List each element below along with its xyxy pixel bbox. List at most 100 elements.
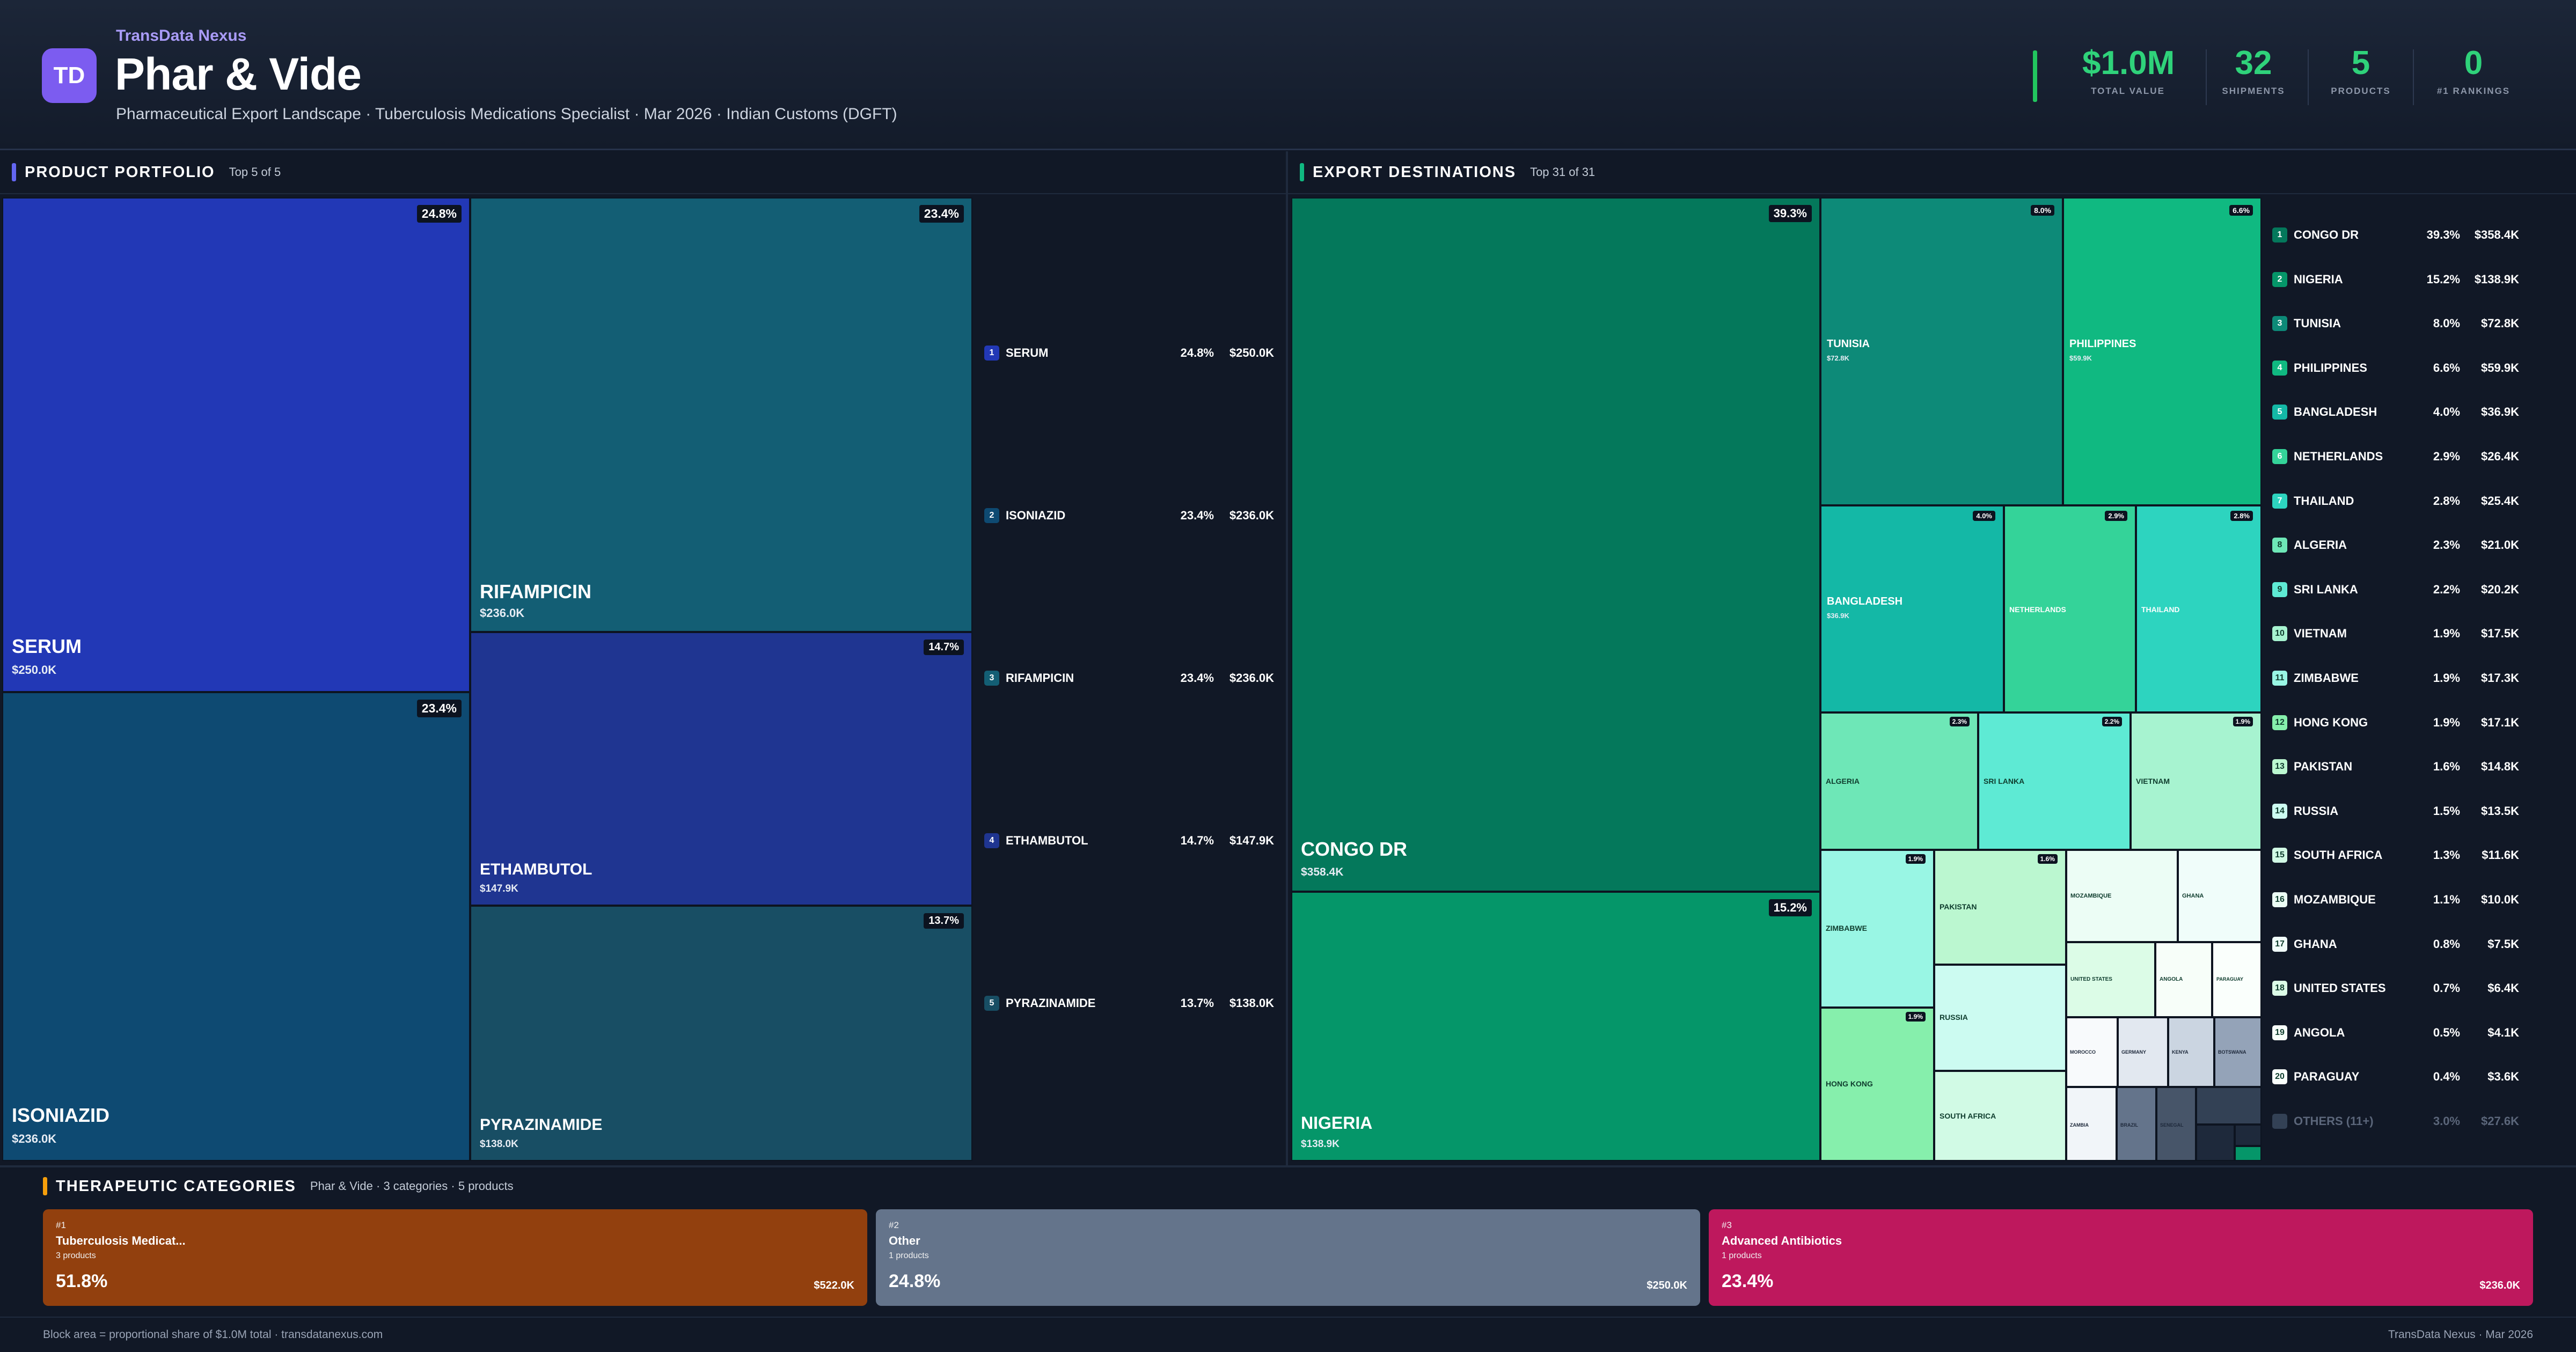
treemap-tile-mozambique[interactable]: MOZAMBIQUE [2066, 850, 2178, 942]
page-subtitle: Pharmaceutical Export Landscape · Tuberc… [116, 105, 897, 123]
tile-name: SERUM [12, 635, 82, 657]
legend-rank: 13 [2272, 759, 2287, 775]
treemap-tile-vietnam[interactable]: 1.9% VIETNAM [2131, 712, 2262, 850]
legend-name: RIFAMPICIN [1006, 671, 1074, 685]
treemap-tile-hong-kong[interactable]: 1.9% HONG KONG [1820, 1008, 1934, 1161]
treemap-tile-pakistan[interactable]: 1.6% PAKISTAN [1934, 850, 2066, 965]
legend-row[interactable]: 5 BANGLADESH 4.0% $36.9K [2272, 405, 2519, 420]
category-card[interactable]: #2 Other 1 products 24.8% $250.0K [876, 1209, 1700, 1306]
legend-row[interactable]: 14 RUSSIA 1.5% $13.5K [2272, 803, 2519, 819]
treemap-tile-united-states[interactable]: UNITED STATES [2066, 942, 2155, 1017]
legend-row[interactable]: 15 SOUTH AFRICA 1.3% $11.6K [2272, 848, 2519, 863]
treemap-tile-nigeria[interactable]: 15.2% NIGERIA $138.9K [1291, 892, 1820, 1161]
treemap-tile-other[interactable] [2235, 1125, 2262, 1146]
treemap-tile-other[interactable] [2196, 1087, 2262, 1125]
treemap-tile-ghana[interactable]: GHANA [2178, 850, 2262, 942]
treemap-tile-ethambutol[interactable]: 14.7% ETHAMBUTOL $147.9K [470, 632, 972, 906]
legend-row[interactable]: 9 SRI LANKA 2.2% $20.2K [2272, 582, 2519, 597]
legend-row[interactable]: 3 TUNISIA 8.0% $72.8K [2272, 316, 2519, 332]
treemap-tile-zimbabwe[interactable]: 1.9% ZIMBABWE [1820, 850, 1934, 1008]
tile-name: NETHERLANDS [2009, 605, 2066, 614]
treemap-tile-congo-dr[interactable]: 39.3% CONGO DR $358.4K [1291, 197, 1820, 892]
treemap-tile-other[interactable] [2196, 1125, 2235, 1161]
legend-row[interactable]: 4 ETHAMBUTOL 14.7% $147.9K [984, 833, 1274, 848]
treemap-tile-brazil[interactable]: BRAZIL [2117, 1087, 2156, 1161]
tile-share: 2.2% [2102, 717, 2122, 726]
treemap-tile-russia[interactable]: RUSSIA [1934, 965, 2066, 1071]
treemap-tile-bangladesh[interactable]: 4.0% BANGLADESH $36.9K [1820, 505, 2004, 712]
treemap-tile-rifampicin[interactable]: 23.4% RIFAMPICIN $236.0K [470, 197, 972, 632]
legend-rank: 18 [2272, 981, 2287, 996]
legend-row[interactable]: 10 VIETNAM 1.9% $17.5K [2272, 626, 2519, 642]
legend-value: $14.8K [2481, 760, 2519, 774]
treemap-tile-serum[interactable]: 24.8% SERUM $250.0K [2, 197, 470, 692]
treemap-tile-other[interactable] [2235, 1146, 2262, 1161]
treemap-tile-paraguay[interactable]: PARAGUAY [2212, 942, 2262, 1017]
legend-row[interactable]: 13 PAKISTAN 1.6% $14.8K [2272, 759, 2519, 775]
legend-row[interactable]: 3 RIFAMPICIN 23.4% $236.0K [984, 671, 1274, 686]
legend-row[interactable]: 5 PYRAZINAMIDE 13.7% $138.0K [984, 996, 1274, 1011]
legend-row[interactable]: 2 ISONIAZID 23.4% $236.0K [984, 508, 1274, 523]
legend-row[interactable]: 11 ZIMBABWE 1.9% $17.3K [2272, 671, 2519, 686]
legend-value: $6.4K [2487, 981, 2519, 995]
treemap-tile-morocco[interactable]: MOROCCO [2066, 1017, 2118, 1087]
categories-subtitle: Phar & Vide · 3 categories · 5 products [310, 1179, 514, 1193]
legend-row[interactable]: 4 PHILIPPINES 6.6% $59.9K [2272, 360, 2519, 376]
legend-row-others[interactable]: OTHERS (11+) 3.0% $27.6K [2272, 1114, 2519, 1129]
category-card[interactable]: #1 Tuberculosis Medicat... 3 products 51… [43, 1209, 867, 1306]
tile-share: 4.0% [1973, 511, 1995, 521]
destinations-title: EXPORT DESTINATIONS [1313, 163, 1517, 181]
tile-name: ZIMBABWE [1826, 924, 1867, 932]
legend-row[interactable]: 20 PARAGUAY 0.4% $3.6K [2272, 1069, 2519, 1085]
legend-row[interactable]: 2 NIGERIA 15.2% $138.9K [2272, 271, 2519, 287]
legend-share: 6.6% [2433, 361, 2460, 374]
treemap-tile-zambia[interactable]: ZAMBIA [2066, 1087, 2117, 1161]
tile-name: GERMANY [2121, 1049, 2147, 1055]
legend-name: SRI LANKA [2294, 582, 2358, 596]
treemap-tile-philippines[interactable]: 6.6% PHILIPPINES $59.9K [2063, 197, 2262, 505]
legend-value: $27.6K [2481, 1114, 2519, 1128]
category-name: Advanced Antibiotics [1722, 1234, 1842, 1247]
legend-row[interactable]: 1 SERUM 24.8% $250.0K [984, 346, 1274, 361]
legend-share: 2.2% [2433, 582, 2460, 596]
legend-name: UNITED STATES [2294, 981, 2386, 995]
treemap-tile-thailand[interactable]: 2.8% THAILAND [2136, 505, 2262, 712]
legend-row[interactable]: 18 UNITED STATES 0.7% $6.4K [2272, 981, 2519, 996]
category-value: $250.0K [1646, 1280, 1687, 1291]
treemap-tile-isoniazid[interactable]: 23.4% ISONIAZID $236.0K [2, 692, 470, 1161]
legend-row[interactable]: 1 CONGO DR 39.3% $358.4K [2272, 227, 2519, 243]
legend-value: $36.9K [2481, 405, 2519, 419]
treemap-tile-botswana[interactable]: BOTSWANA [2214, 1017, 2262, 1087]
legend-rank: 6 [2272, 449, 2287, 464]
tile-share: 1.6% [2037, 854, 2058, 864]
legend-share: 0.8% [2433, 937, 2460, 951]
treemap-tile-sri-lanka[interactable]: 2.2% SRI LANKA [1978, 712, 2131, 850]
legend-value: $17.1K [2481, 715, 2519, 729]
legend-rank: 15 [2272, 848, 2287, 863]
tile-name: PAKISTAN [1940, 902, 1977, 911]
legend-rank: 12 [2272, 715, 2287, 730]
legend-share: 8.0% [2433, 317, 2460, 330]
legend-row[interactable]: 17 GHANA 0.8% $7.5K [2272, 936, 2519, 952]
legend-value: $358.4K [2474, 228, 2519, 241]
treemap-tile-tunisia[interactable]: 8.0% TUNISIA $72.8K [1820, 197, 2063, 505]
legend-value: $138.0K [1229, 996, 1274, 1010]
legend-row[interactable]: 12 HONG KONG 1.9% $17.1K [2272, 715, 2519, 730]
legend-row[interactable]: 6 NETHERLANDS 2.9% $26.4K [2272, 449, 2519, 464]
legend-row[interactable]: 16 MOZAMBIQUE 1.1% $10.0K [2272, 892, 2519, 907]
treemap-tile-kenya[interactable]: KENYA [2168, 1017, 2214, 1087]
treemap-tile-algeria[interactable]: 2.3% ALGERIA [1820, 712, 1978, 850]
legend-row[interactable]: 8 ALGERIA 2.3% $21.0K [2272, 538, 2519, 553]
tile-value: $358.4K [1301, 866, 1344, 878]
treemap-tile-south-africa[interactable]: SOUTH AFRICA [1934, 1071, 2066, 1161]
treemap-tile-pyrazinamide[interactable]: 13.7% PYRAZINAMIDE $138.0K [470, 906, 972, 1161]
legend-row[interactable]: 19 ANGOLA 0.5% $4.1K [2272, 1025, 2519, 1040]
stat-label: SHIPMENTS [2222, 86, 2285, 97]
treemap-tile-germany[interactable]: GERMANY [2118, 1017, 2168, 1087]
legend-row[interactable]: 7 THAILAND 2.8% $25.4K [2272, 493, 2519, 509]
treemap-tile-netherlands[interactable]: 2.9% NETHERLANDS [2004, 505, 2136, 712]
treemap-tile-angola[interactable]: ANGOLA [2155, 942, 2212, 1017]
category-card[interactable]: #3 Advanced Antibiotics 1 products 23.4%… [1709, 1209, 2533, 1306]
treemap-tile-senegal[interactable]: SENEGAL [2156, 1087, 2196, 1161]
tile-value: $250.0K [12, 663, 57, 677]
